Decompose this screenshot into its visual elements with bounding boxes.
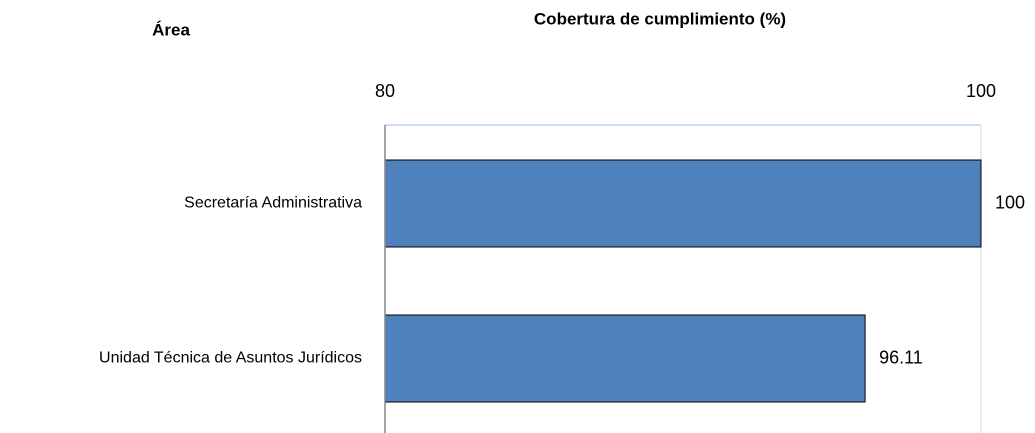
chart-title: Cobertura de cumplimiento (%) <box>534 9 786 28</box>
value-label: 96.11 <box>879 347 923 367</box>
bar <box>384 314 866 403</box>
bar <box>384 159 982 248</box>
y-tick-label: Secretaría Administrativa <box>184 195 362 212</box>
y-tick-label: Unidad Técnica de Asuntos Jurídicos <box>99 350 362 367</box>
x-tick-label: 100 <box>966 81 996 101</box>
x-tick-label: 80 <box>375 81 395 101</box>
value-label: 100 <box>995 192 1025 212</box>
axis-label: Área <box>152 20 190 39</box>
